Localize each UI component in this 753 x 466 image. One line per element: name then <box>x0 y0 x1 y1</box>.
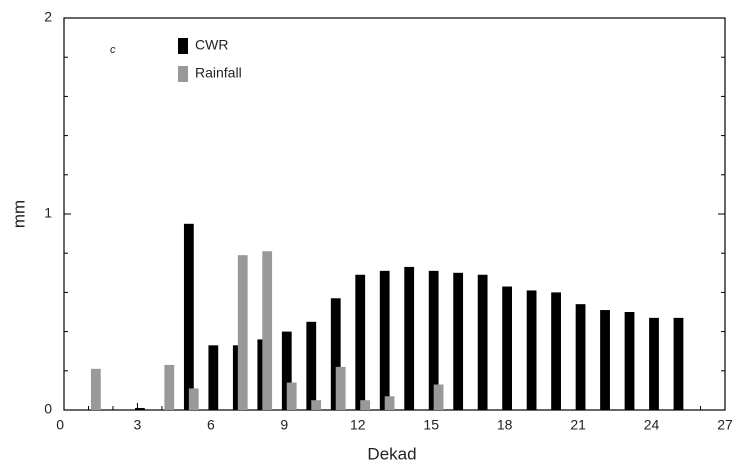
legend-label: Rainfall <box>195 65 242 81</box>
bar <box>281 331 292 410</box>
legend-swatch <box>178 38 188 54</box>
bar <box>404 266 415 410</box>
bar <box>164 364 175 410</box>
bar <box>649 317 659 410</box>
x-tick-label: 3 <box>134 417 142 433</box>
bar <box>330 298 341 410</box>
bar <box>526 290 537 410</box>
bar <box>90 368 101 410</box>
bar <box>575 304 586 410</box>
bar <box>453 272 464 410</box>
x-tick-label: 9 <box>280 417 288 433</box>
legend-swatch <box>178 66 188 82</box>
y-tick-label: 0 <box>44 401 52 417</box>
bar <box>502 286 513 410</box>
x-tick-label: 12 <box>350 417 366 433</box>
y-tick-label: 1 <box>44 205 52 221</box>
y-axis-label: mm <box>9 200 28 228</box>
bar <box>262 251 273 410</box>
x-tick-label: 15 <box>423 417 439 433</box>
x-tick-label: 6 <box>207 417 215 433</box>
bar <box>306 321 317 410</box>
x-tick-label: 0 <box>56 417 64 433</box>
x-axis-label: Dekad <box>367 444 416 463</box>
bar <box>673 317 684 410</box>
x-tick-label: 24 <box>644 417 660 433</box>
bar <box>188 388 199 410</box>
bar <box>237 255 248 410</box>
bar <box>379 270 390 410</box>
bar <box>355 274 366 410</box>
bar <box>335 366 346 410</box>
x-tick-label: 21 <box>570 417 586 433</box>
bar <box>311 400 322 410</box>
bar <box>384 396 395 410</box>
bar <box>286 382 297 410</box>
bar <box>477 274 488 410</box>
bar <box>208 345 219 410</box>
bar <box>183 223 194 410</box>
bar <box>624 312 635 410</box>
bar <box>600 310 610 410</box>
x-tick-label: 27 <box>717 417 733 433</box>
legend-label: CWR <box>195 37 228 53</box>
bar <box>134 408 145 410</box>
bar <box>551 292 561 410</box>
x-tick-label: 18 <box>497 417 513 433</box>
bar <box>433 384 444 410</box>
y-tick-label: 2 <box>44 9 52 25</box>
annotation: c <box>110 44 116 56</box>
bar <box>428 270 439 410</box>
bar <box>360 400 371 410</box>
